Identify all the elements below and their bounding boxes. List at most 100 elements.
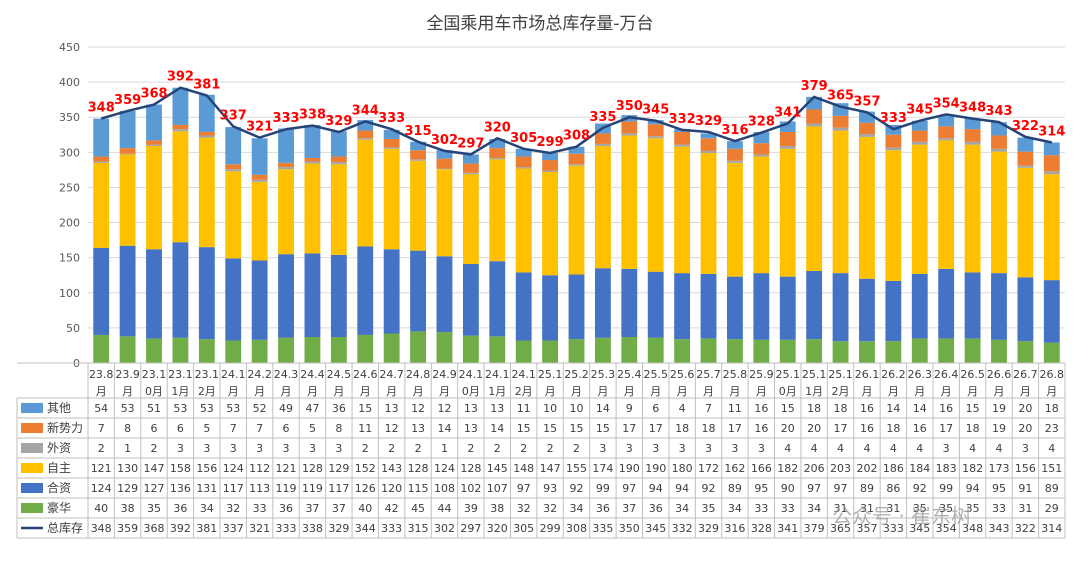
table-cell: 147: [144, 462, 165, 475]
bar-segment: [911, 338, 928, 363]
legend-key: [21, 503, 43, 513]
bar-segment: [383, 249, 400, 334]
table-cell: 34: [728, 502, 742, 515]
x-tick-label: 月: [307, 385, 318, 398]
table-cell: 15: [570, 422, 584, 435]
total-data-label: 345: [642, 103, 669, 118]
table-cell: 20: [781, 422, 795, 435]
table-cell: 19: [992, 422, 1006, 435]
table-cell: 11: [517, 402, 531, 415]
legend-label: 自主: [47, 461, 71, 475]
table-cell: 3: [599, 442, 606, 455]
bar-segment: [304, 253, 321, 338]
x-tick-label: 月: [1020, 385, 1031, 398]
bar-segment: [330, 131, 347, 157]
bar-segment: [594, 143, 611, 147]
table-cell: 344: [355, 522, 376, 535]
table-cell: 3: [203, 442, 210, 455]
table-cell: 124: [91, 482, 112, 495]
legend-key: [21, 403, 43, 413]
total-data-label: 335: [589, 110, 616, 125]
table-cell: 33: [253, 502, 267, 515]
table-cell: 190: [619, 462, 640, 475]
bar-segment: [832, 130, 849, 274]
bar-segment: [251, 181, 268, 261]
bar-segment: [93, 118, 110, 157]
y-tick-label: 50: [66, 322, 80, 335]
x-tick-label: 26.5: [960, 368, 985, 381]
table-cell: 156: [196, 462, 217, 475]
x-tick-label: 24.9: [432, 368, 457, 381]
table-cell: 95: [992, 482, 1006, 495]
table-cell: 33: [754, 502, 768, 515]
table-cell: 2: [494, 442, 501, 455]
table-cell: 180: [672, 462, 693, 475]
x-tick-label: 26.1: [855, 368, 880, 381]
table-cell: 186: [883, 462, 904, 475]
table-cell: 92: [702, 482, 716, 495]
table-cell: 365: [830, 522, 851, 535]
legend-key: [21, 463, 43, 473]
x-tick-label: 月: [729, 385, 740, 398]
table-cell: 89: [860, 482, 874, 495]
table-cell: 3: [679, 442, 686, 455]
bar-segment: [119, 148, 136, 154]
table-cell: 3: [230, 442, 237, 455]
x-tick-label: 月: [571, 385, 582, 398]
table-cell: 99: [939, 482, 953, 495]
bar-segment: [489, 148, 506, 158]
bar-segment: [779, 276, 796, 340]
table-cell: 6: [283, 422, 290, 435]
bar-segment: [727, 148, 743, 161]
table-cell: 4: [679, 402, 686, 415]
bar-segment: [674, 131, 691, 145]
table-cell: 143: [381, 462, 402, 475]
total-data-label: 368: [140, 87, 167, 102]
bar-segment: [594, 337, 611, 363]
table-cell: 31: [834, 502, 848, 515]
table-cell: 13: [385, 402, 399, 415]
bar-segment: [198, 135, 215, 138]
table-cell: 124: [223, 462, 244, 475]
bar-segment: [383, 333, 400, 363]
bar-segment: [621, 121, 638, 134]
table-cell: 174: [592, 462, 613, 475]
table-cell: 202: [856, 462, 877, 475]
table-cell: 38: [121, 502, 135, 515]
table-cell: 4: [969, 442, 976, 455]
table-cell: 335: [592, 522, 613, 535]
bar-segment: [1017, 167, 1034, 278]
bar-segment: [991, 339, 1007, 363]
bar-segment: [568, 146, 585, 154]
bar-segment: [436, 168, 453, 170]
total-data-label: 308: [563, 129, 590, 144]
x-tick-label: 月: [254, 385, 265, 398]
table-cell: 13: [464, 402, 478, 415]
x-tick-label: 月: [967, 385, 978, 398]
bar-segment: [93, 156, 110, 162]
total-data-label: 345: [906, 103, 933, 118]
bar-segment: [568, 274, 585, 340]
bar-segment: [515, 167, 532, 169]
bar-segment: [357, 139, 374, 247]
table-cell: 184: [909, 462, 930, 475]
bar-segment: [119, 336, 136, 363]
bar-segment: [779, 131, 796, 147]
table-cell: 18: [675, 422, 689, 435]
table-cell: 53: [121, 402, 135, 415]
total-data-label: 302: [431, 133, 458, 148]
bar-segment: [93, 247, 110, 335]
bar-segment: [1017, 341, 1034, 363]
table-cell: 119: [276, 482, 297, 495]
bar-segment: [515, 156, 532, 168]
table-cell: 120: [381, 482, 402, 495]
bar-segment: [700, 138, 717, 151]
table-cell: 34: [675, 502, 689, 515]
table-cell: 128: [460, 462, 481, 475]
table-cell: 13: [464, 422, 478, 435]
table-cell: 173: [988, 462, 1009, 475]
bar-segment: [198, 94, 215, 132]
table-cell: 8: [124, 422, 131, 435]
x-tick-label: 月: [650, 385, 661, 398]
table-cell: 206: [804, 462, 825, 475]
